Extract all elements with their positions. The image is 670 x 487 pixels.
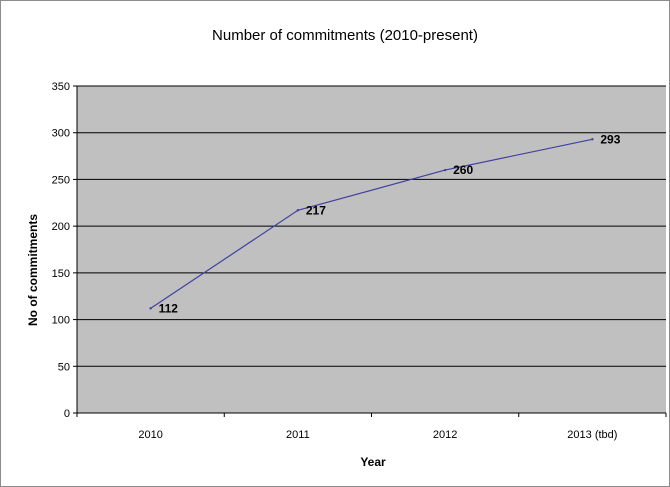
plot-area: 0 50 100 150 200 250 300 350 2010 2011 2012 2013 (t… [52,81,667,441]
series-line-0 [150,138,593,309]
data-label-2: 260 [453,163,473,177]
data-point-0 [149,307,152,310]
x-tick-label-2: 2012 [433,429,457,441]
x-tick-label-3: 2013 (tbd) [567,429,617,441]
data-label-1: 217 [306,203,326,217]
data-label-0: 112 [159,301,179,315]
x-axis-title: Year [360,455,386,469]
y-tick-label-3: 150 [52,268,70,280]
y-tick-label-2: 100 [52,315,70,327]
y-tick-label-7: 350 [52,81,70,93]
y-axis-title: No of commitments [26,214,40,326]
data-label-3: 293 [600,132,620,146]
chart-title: Number of commitments (2010-present) [212,27,478,44]
y-tick-label-5: 250 [52,174,70,186]
y-tick-label-0: 0 [64,408,70,420]
data-point-2 [443,168,447,172]
plot-background [77,86,666,413]
data-point-1 [296,209,300,212]
data-point-3 [591,138,594,141]
y-tick-label-1: 50 [58,361,70,373]
x-tick-label-1: 2011 [286,429,310,441]
y-tick-label-6: 300 [52,128,70,140]
x-tick-label-0: 2010 [138,429,162,441]
y-tick-label-4: 200 [52,221,70,233]
